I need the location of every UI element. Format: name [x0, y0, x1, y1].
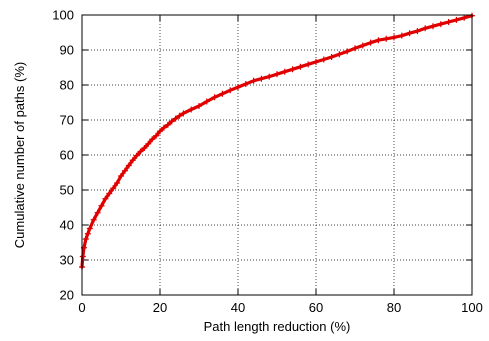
data-point: [359, 42, 366, 49]
y-tick-label: 70: [60, 113, 74, 128]
data-point: [90, 216, 97, 223]
data-point: [453, 16, 460, 23]
y-tick-label: 80: [60, 78, 74, 93]
data-point: [375, 37, 382, 44]
x-tick-label: 80: [387, 300, 401, 315]
y-tick-label: 50: [60, 183, 74, 198]
y-tick-label: 40: [60, 218, 74, 233]
y-tick-label: 100: [52, 8, 74, 23]
data-point: [157, 128, 163, 135]
data-point: [313, 58, 319, 65]
data-point: [336, 51, 343, 58]
data-point: [383, 35, 390, 42]
data-point: [129, 157, 136, 164]
data-point: [320, 56, 327, 63]
series-layer: [79, 12, 475, 270]
data-point: [106, 190, 113, 197]
data-point: [141, 145, 148, 151]
data-point: [79, 253, 86, 260]
y-tick-label: 30: [60, 253, 74, 268]
data-point: [242, 80, 249, 87]
data-point: [94, 209, 101, 216]
data-point: [461, 14, 468, 21]
data-point: [86, 225, 93, 232]
data-point: [406, 30, 413, 37]
data-point: [430, 23, 436, 30]
data-point: [305, 61, 312, 68]
grid-lines: [82, 15, 472, 295]
series-line: [80, 14, 474, 269]
data-point: [203, 98, 210, 105]
data-point: [82, 236, 89, 242]
data-point: [180, 110, 187, 117]
data-point: [328, 54, 335, 60]
y-axis-label: Cumulative number of paths (%): [12, 62, 27, 248]
y-tick-label: 60: [60, 148, 74, 163]
data-point: [102, 195, 109, 202]
data-point: [110, 185, 117, 192]
x-tick-label: 100: [461, 300, 483, 315]
x-tick-label: 60: [309, 300, 323, 315]
x-axis-label: Path length reduction (%): [204, 319, 351, 334]
y-tick-labels: 20 30 40 50 60 70 80 90 100: [52, 8, 74, 303]
data-point: [160, 124, 167, 131]
x-tick-labels: 0 20 40 60 80 100: [78, 300, 482, 315]
data-point: [414, 28, 421, 35]
data-point: [121, 167, 128, 174]
data-point: [391, 34, 397, 41]
data-point: [172, 115, 179, 122]
data-point: [352, 45, 358, 52]
data-point: [274, 71, 280, 78]
data-point: [445, 19, 452, 25]
data-point: [145, 140, 152, 147]
data-point: [137, 148, 144, 155]
data-point: [114, 180, 121, 186]
data-point: [196, 103, 202, 109]
data-point: [297, 63, 304, 70]
data-point: [211, 94, 218, 101]
data-point: [422, 25, 429, 32]
x-tick-label: 0: [78, 300, 85, 315]
data-point: [398, 32, 405, 39]
data-point: [153, 132, 160, 139]
data-point: [219, 90, 226, 97]
x-tick-label: 20: [153, 300, 167, 315]
data-point: [168, 118, 175, 125]
data-point: [98, 202, 105, 209]
data-point: [188, 106, 195, 113]
data-point: [176, 112, 183, 119]
y-tick-label: 20: [60, 288, 74, 303]
plot-frame: [81, 14, 473, 296]
y-tick-label: 90: [60, 43, 74, 58]
data-point: [437, 21, 444, 28]
data-point: [235, 84, 241, 91]
data-point: [118, 173, 124, 179]
data-point: [281, 68, 288, 75]
data-point: [266, 73, 273, 80]
data-point: [125, 162, 132, 169]
data-point: [133, 152, 140, 159]
data-point: [258, 75, 265, 82]
data-point: [164, 121, 171, 128]
data-point: [149, 136, 156, 143]
data-point: [250, 77, 257, 84]
data-point: [344, 48, 351, 55]
data-point: [227, 87, 234, 94]
data-point: [84, 230, 91, 237]
data-point: [367, 39, 374, 46]
x-tick-label: 40: [231, 300, 245, 315]
data-point: [289, 66, 296, 73]
